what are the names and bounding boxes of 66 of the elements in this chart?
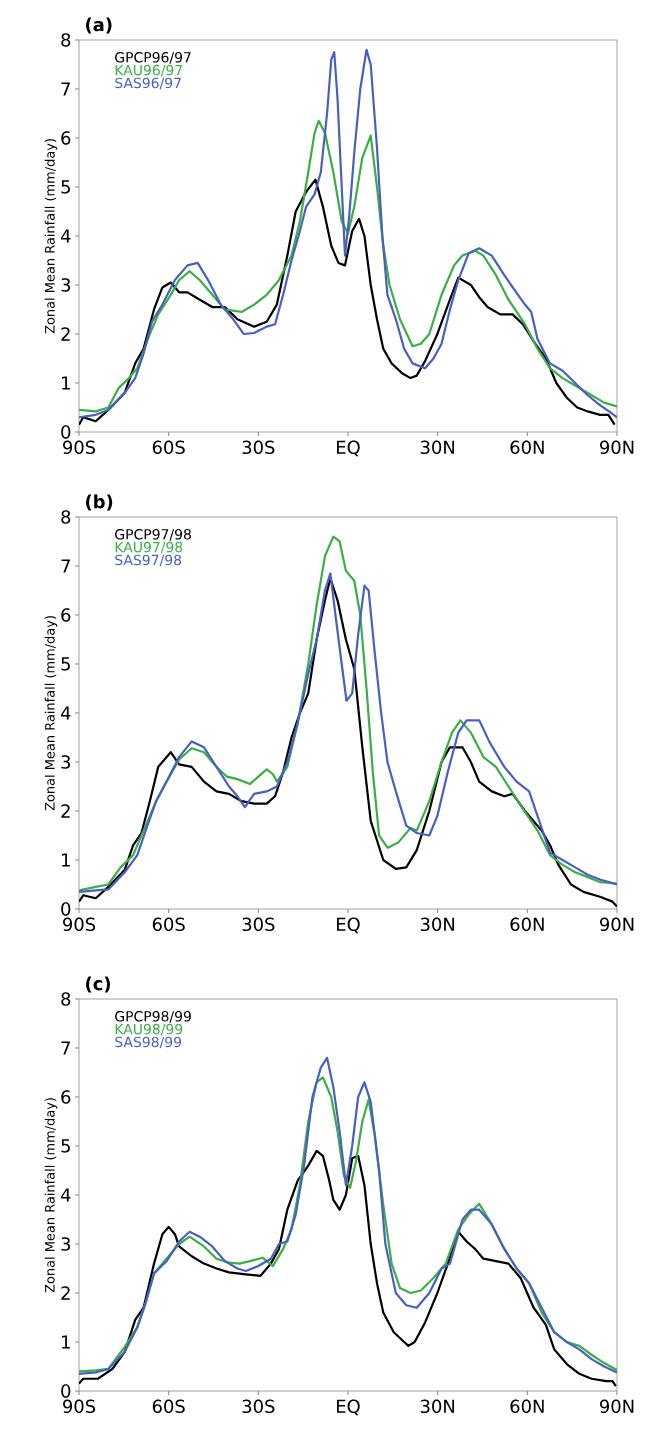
y-tick-label: 0 [61, 1384, 71, 1398]
y-tick-label: 2 [61, 1286, 70, 1300]
x-tick-label: 90S [63, 917, 96, 932]
y-tick-label: 6 [61, 608, 71, 622]
line-series [79, 119, 617, 413]
line-series [79, 1149, 617, 1388]
x-tick-label: 90S [63, 440, 96, 455]
x-tick-label: EQ [337, 440, 360, 457]
y-tick-label: 8 [61, 33, 71, 47]
x-tick-label: 90N [600, 1399, 634, 1414]
x-tick-label: 30N [420, 917, 455, 932]
text: KAU98/99 [115, 1023, 183, 1036]
y-tick-label: 7 [61, 559, 70, 573]
text: GPCP97/98 [115, 529, 191, 541]
y-tick-label: 0 [61, 902, 71, 916]
y-tick-label: 6 [61, 131, 71, 145]
x-tick-label: 90S [63, 1399, 96, 1414]
text: SAS97/98 [115, 554, 182, 567]
chart-title: (b) [86, 494, 113, 511]
y-tick-label: 4 [60, 229, 71, 243]
y-tick-label: 4 [60, 706, 71, 720]
y-tick-label: 8 [61, 510, 71, 524]
y-tick-label: 1 [62, 853, 70, 867]
y-tick-label: 1 [62, 1335, 70, 1349]
x-tick-label: 30S [242, 440, 275, 455]
text: GPCP96/97 [115, 52, 191, 64]
x-tick-label: 60N [510, 917, 544, 932]
y-tick-label: 4 [60, 1188, 71, 1202]
y-axis-title: Zonal Mean Rainfall (mm/day) [44, 616, 58, 811]
text: KAU96/97 [115, 64, 182, 77]
text: KAU97/98 [115, 541, 183, 554]
chart-title: (c) [86, 976, 111, 993]
y-tick-label: 3 [61, 278, 71, 292]
x-tick-label: 60S [152, 440, 185, 455]
x-tick-label: 60S [152, 1399, 185, 1414]
y-axis-title: Zonal Mean Rainfall (mm/day) [44, 139, 58, 334]
x-tick-label: 90N [600, 917, 634, 932]
y-tick-label: 3 [61, 1237, 71, 1251]
text: SAS98/99 [115, 1036, 182, 1049]
line-series [79, 178, 616, 426]
text: SAS96/97 [115, 77, 181, 90]
text: GPCP98/99 [115, 1011, 191, 1023]
x-tick-label: EQ [337, 917, 360, 934]
x-tick-label: 30N [420, 1399, 455, 1414]
y-tick-label: 2 [61, 327, 70, 341]
y-tick-label: 7 [61, 82, 70, 96]
x-tick-label: 90N [600, 440, 634, 455]
x-tick-label: 30S [242, 1399, 275, 1414]
y-axis-title: Zonal Mean Rainfall (mm/day) [44, 1098, 58, 1293]
y-tick-label: 5 [61, 180, 70, 194]
y-tick-label: 5 [61, 1139, 70, 1153]
chart-title: (a) [86, 17, 112, 34]
y-tick-label: 2 [61, 804, 70, 818]
x-tick-label: EQ [337, 1399, 360, 1416]
y-tick-label: 1 [62, 376, 70, 390]
x-tick-label: 60N [510, 440, 544, 455]
y-tick-label: 3 [61, 755, 71, 769]
x-tick-label: 60N [510, 1399, 544, 1414]
x-tick-label: 30N [420, 440, 455, 455]
y-tick-label: 8 [61, 992, 71, 1006]
x-tick-label: 60S [152, 917, 185, 932]
y-tick-label: 0 [61, 425, 71, 439]
y-tick-label: 5 [61, 657, 70, 671]
y-tick-label: 6 [61, 1090, 71, 1104]
x-tick-label: 30S [242, 917, 275, 932]
y-tick-label: 7 [61, 1041, 70, 1055]
